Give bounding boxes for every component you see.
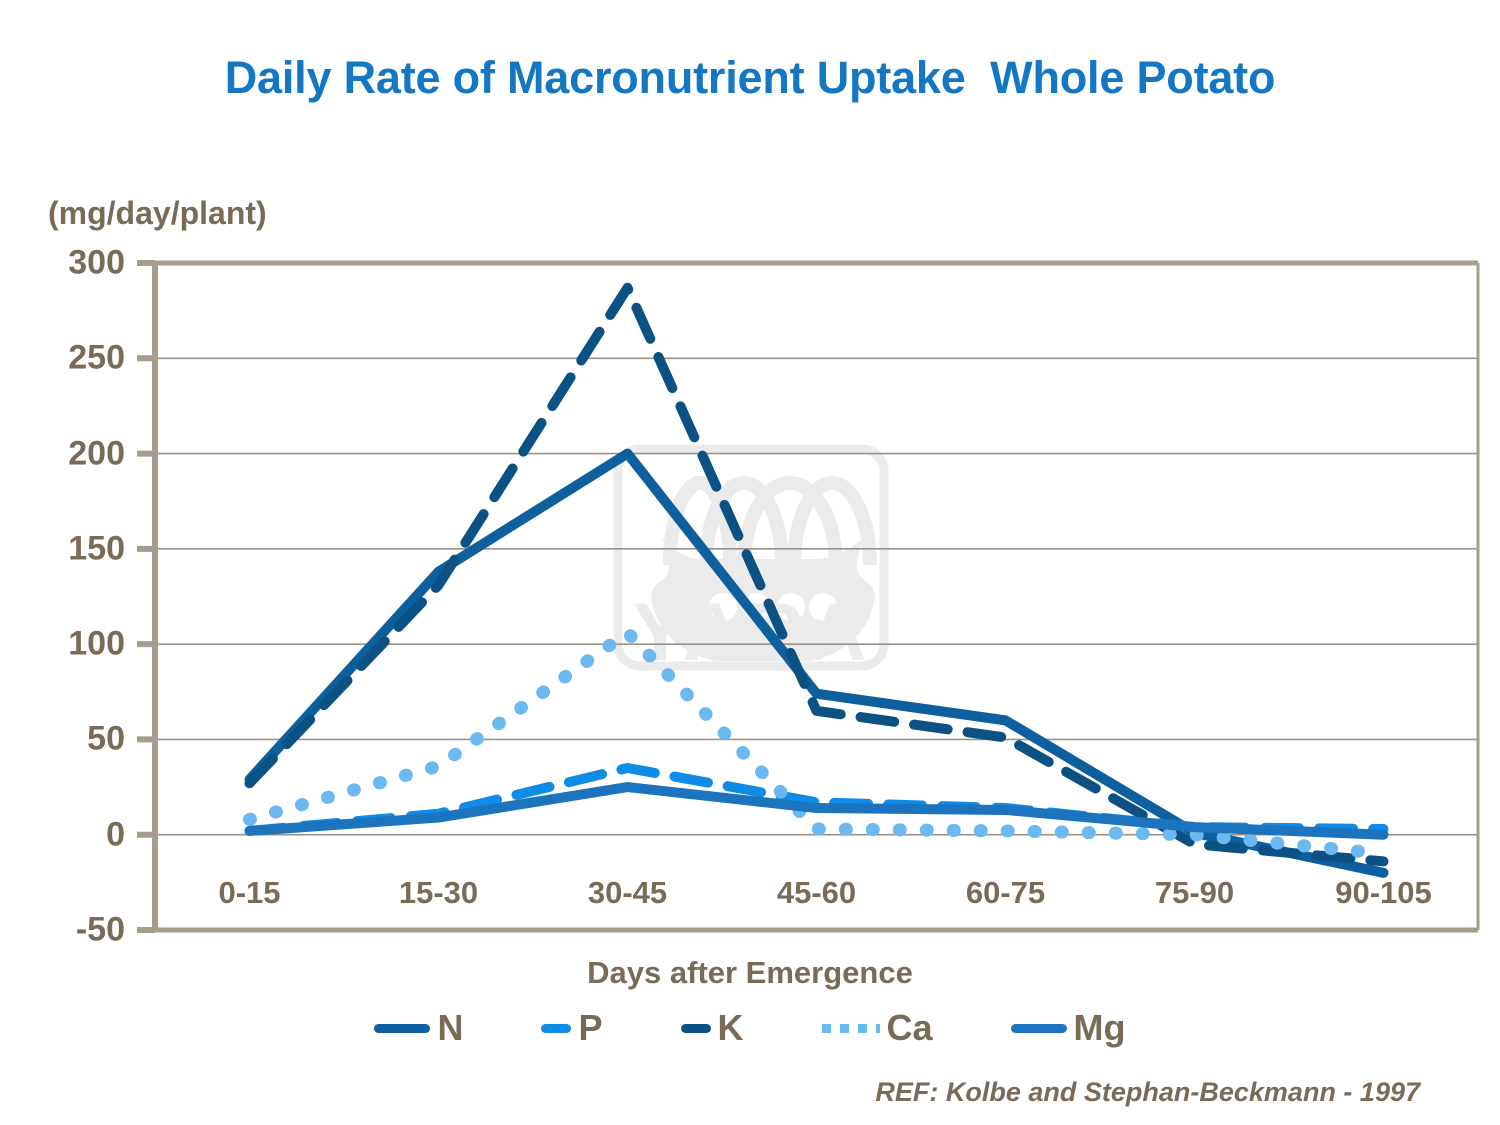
series-line-Mg — [244, 782, 1389, 840]
x-axis-tick-label: 90-105 — [1335, 875, 1432, 910]
watermark-shield-2 — [777, 593, 805, 621]
x-axis-title: Days after Emergence — [587, 955, 913, 990]
yara-watermark: YARA — [613, 444, 889, 678]
x-axis-tick-label: 60-75 — [965, 875, 1046, 910]
x-axis-tick-label: 15-30 — [398, 875, 479, 910]
chart-title: Daily Rate of Macronutrient Uptake Whole… — [224, 52, 1276, 103]
series-line-Ca — [243, 626, 1390, 861]
watermark-shield-3 — [809, 593, 837, 621]
x-axis-tick-label: 0-15 — [218, 875, 281, 910]
watermark-sail-arc-0 — [663, 476, 737, 566]
watermark-sail-arc-3 — [787, 476, 877, 566]
x-axis-tick-label: 45-60 — [776, 875, 857, 910]
watermark-wordmark: YARA — [633, 587, 870, 678]
y-axis-tick-label: 0 — [106, 815, 125, 854]
watermark-sail-arc-1 — [699, 476, 789, 566]
y-axis-tick-label: -50 — [75, 910, 125, 949]
watermark-sail-arc-2 — [737, 476, 843, 566]
x-axis-tick-label: 30-45 — [587, 875, 668, 910]
y-axis-tick-label: 50 — [87, 719, 125, 758]
y-axis-tick-label: 250 — [68, 338, 125, 377]
series-line-K — [244, 282, 1389, 867]
y-axis-tick-label: 100 — [68, 624, 125, 663]
y-axis-tick-label: 300 — [68, 243, 125, 282]
y-axis-tick-label: 200 — [68, 434, 125, 473]
reference-note: REF: Kolbe and Stephan-Beckmann - 1997 — [875, 1077, 1420, 1107]
watermark-shield-0 — [709, 593, 737, 621]
y-axis-tick-label: 150 — [68, 529, 125, 568]
x-axis-tick-label: 75-90 — [1154, 875, 1235, 910]
y-axis-title: (mg/day/plant) — [48, 195, 267, 231]
